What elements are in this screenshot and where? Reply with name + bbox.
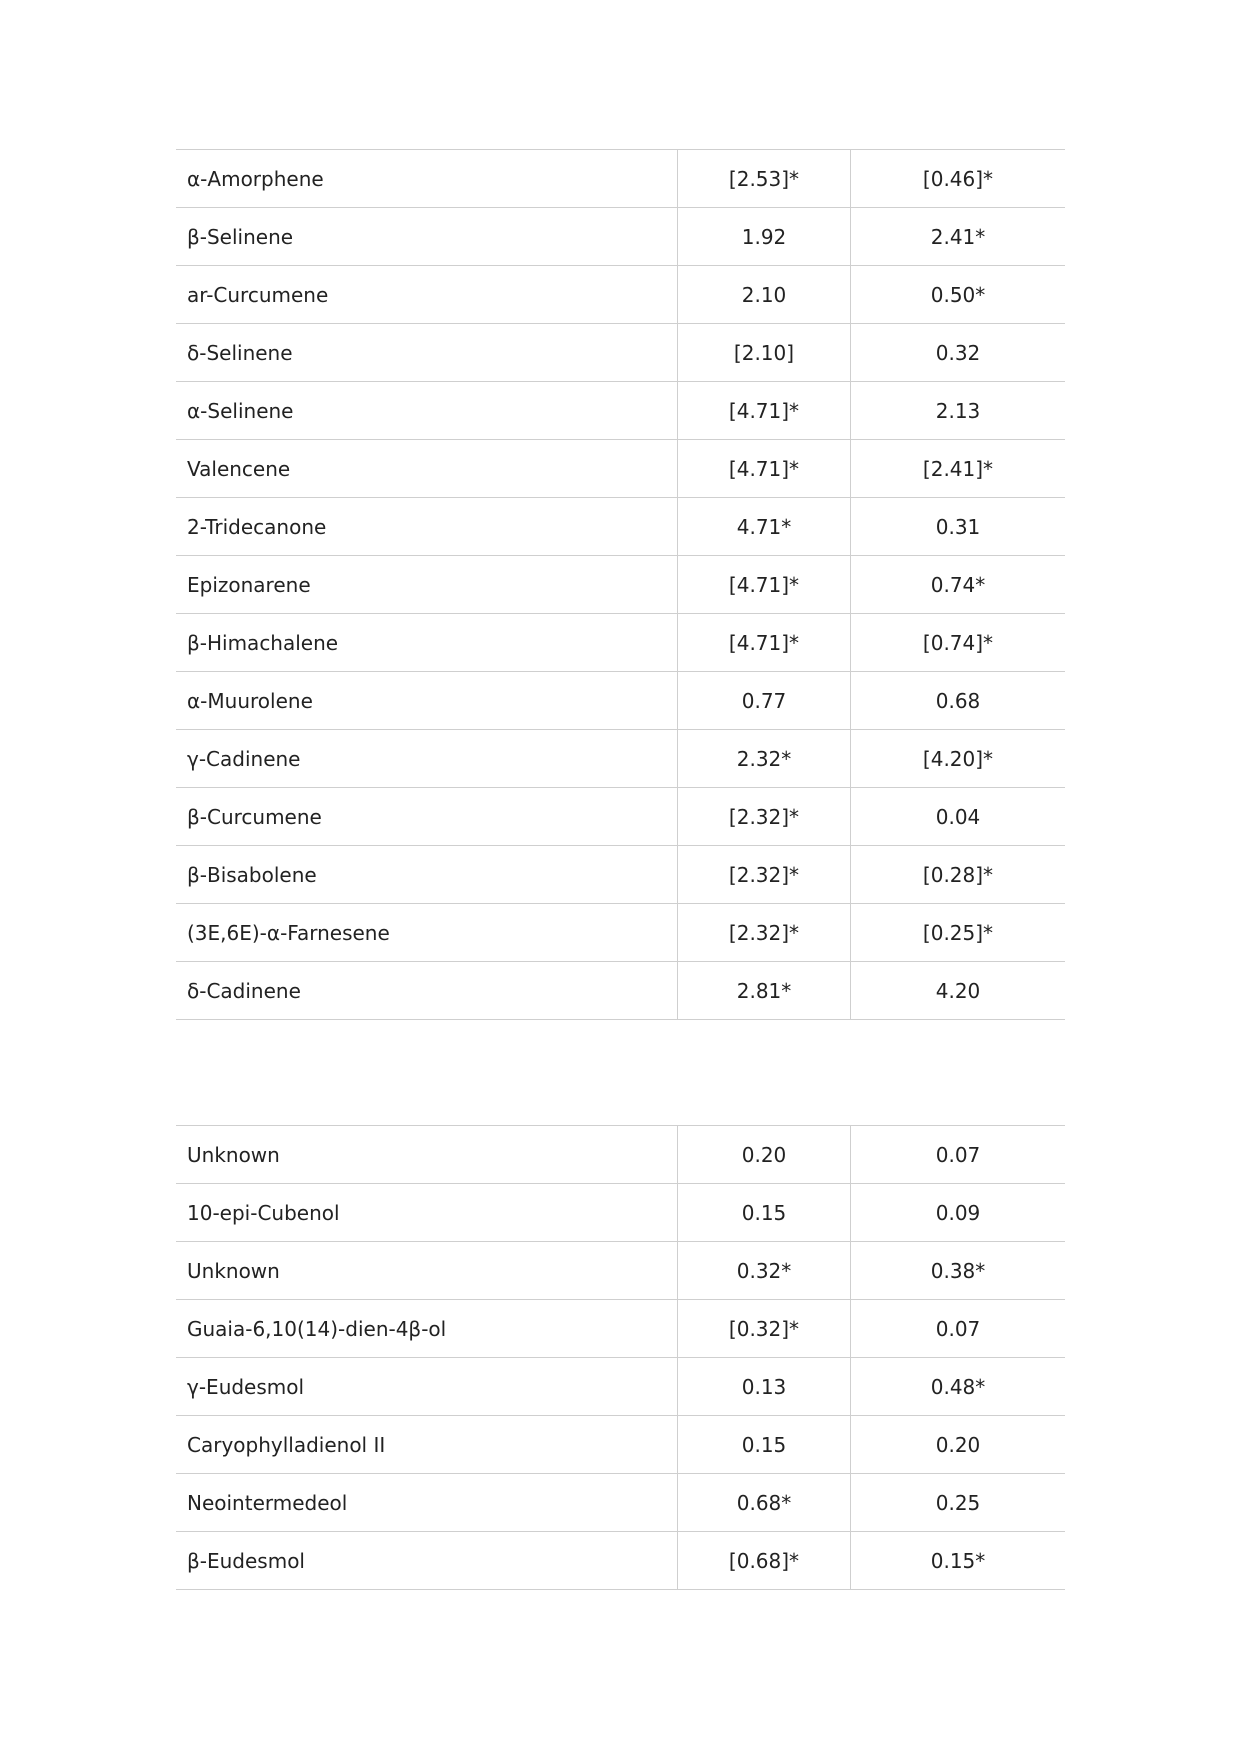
value-cell: 4.71* (677, 497, 851, 556)
table-row: γ-Eudesmol 0.13 0.48* (176, 1357, 1065, 1416)
table-row: δ-Selinene [2.10] 0.32 (176, 323, 1065, 382)
table-row: β-Selinene 1.92 2.41* (176, 207, 1065, 266)
value-cell: [4.20]* (850, 729, 1065, 788)
value-cell: [0.25]* (850, 903, 1065, 962)
value-cell: 0.32* (677, 1241, 851, 1300)
value-cell: [4.71]* (677, 613, 851, 672)
table-row: (3E,6E)-α-Farnesene [2.32]* [0.25]* (176, 903, 1065, 962)
compound-name: γ-Eudesmol (176, 1357, 678, 1416)
value-cell: 0.13 (677, 1357, 851, 1416)
compound-name: β-Curcumene (176, 787, 678, 846)
value-cell: 2.41* (850, 207, 1065, 266)
compound-name: α-Selinene (176, 381, 678, 440)
value-cell: 0.07 (850, 1299, 1065, 1358)
value-cell: [2.41]* (850, 439, 1065, 498)
value-cell: [0.68]* (677, 1531, 851, 1590)
table-row: Caryophylladienol II 0.15 0.20 (176, 1415, 1065, 1474)
value-cell: [4.71]* (677, 439, 851, 498)
compound-name: Neointermedeol (176, 1473, 678, 1532)
compound-name: Unknown (176, 1241, 678, 1300)
table-row: 2-Tridecanone 4.71* 0.31 (176, 497, 1065, 556)
value-cell: 0.77 (677, 671, 851, 730)
table-row: Guaia-6,10(14)-dien-4β-ol [0.32]* 0.07 (176, 1299, 1065, 1358)
compound-name: β-Himachalene (176, 613, 678, 672)
value-cell: [0.74]* (850, 613, 1065, 672)
table-row: β-Curcumene [2.32]* 0.04 (176, 787, 1065, 846)
table-row: Unknown 0.20 0.07 (176, 1125, 1065, 1184)
value-cell: [2.10] (677, 323, 851, 382)
compound-name: 10-epi-Cubenol (176, 1183, 678, 1242)
value-cell: 0.20 (850, 1415, 1065, 1474)
compound-name: Caryophylladienol II (176, 1415, 678, 1474)
table-row: α-Muurolene 0.77 0.68 (176, 671, 1065, 730)
value-cell: [0.46]* (850, 149, 1065, 208)
value-cell: 0.15 (677, 1415, 851, 1474)
compound-table-1: α-Amorphene [2.53]* [0.46]* β-Selinene 1.92 2… (176, 149, 1065, 1020)
compound-name: Unknown (176, 1125, 678, 1184)
value-cell: 0.15* (850, 1531, 1065, 1590)
compound-name: ar-Curcumene (176, 265, 678, 324)
value-cell: 0.20 (677, 1125, 851, 1184)
value-cell: 2.81* (677, 961, 851, 1020)
value-cell: [4.71]* (677, 381, 851, 440)
compound-name: δ-Selinene (176, 323, 678, 382)
compound-name: α-Amorphene (176, 149, 678, 208)
value-cell: 4.20 (850, 961, 1065, 1020)
table-row: γ-Cadinene 2.32* [4.20]* (176, 729, 1065, 788)
table-row: β-Eudesmol [0.68]* 0.15* (176, 1531, 1065, 1590)
table-row: 10-epi-Cubenol 0.15 0.09 (176, 1183, 1065, 1242)
value-cell: 0.48* (850, 1357, 1065, 1416)
compound-name: Epizonarene (176, 555, 678, 614)
table-row: Valencene [4.71]* [2.41]* (176, 439, 1065, 498)
value-cell: [2.32]* (677, 845, 851, 904)
compound-name: γ-Cadinene (176, 729, 678, 788)
value-cell: 0.15 (677, 1183, 851, 1242)
compound-name: β-Eudesmol (176, 1531, 678, 1590)
value-cell: 0.50* (850, 265, 1065, 324)
value-cell: 0.68* (677, 1473, 851, 1532)
value-cell: 2.13 (850, 381, 1065, 440)
compound-table-2: Unknown 0.20 0.07 10-epi-Cubenol 0.15 0.09 Unk… (176, 1125, 1065, 1590)
value-cell: 0.38* (850, 1241, 1065, 1300)
value-cell: [2.32]* (677, 787, 851, 846)
value-cell: 0.07 (850, 1125, 1065, 1184)
table-row: δ-Cadinene 2.81* 4.20 (176, 961, 1065, 1020)
compound-name: δ-Cadinene (176, 961, 678, 1020)
table-row: Neointermedeol 0.68* 0.25 (176, 1473, 1065, 1532)
value-cell: 2.10 (677, 265, 851, 324)
value-cell: 0.31 (850, 497, 1065, 556)
value-cell: [4.71]* (677, 555, 851, 614)
table-row: Unknown 0.32* 0.38* (176, 1241, 1065, 1300)
value-cell: 0.74* (850, 555, 1065, 614)
compound-name: Valencene (176, 439, 678, 498)
value-cell: 0.68 (850, 671, 1065, 730)
table-row: α-Selinene [4.71]* 2.13 (176, 381, 1065, 440)
compound-name: β-Selinene (176, 207, 678, 266)
compound-name: (3E,6E)-α-Farnesene (176, 903, 678, 962)
table-row: β-Bisabolene [2.32]* [0.28]* (176, 845, 1065, 904)
table-row: ar-Curcumene 2.10 0.50* (176, 265, 1065, 324)
value-cell: [2.32]* (677, 903, 851, 962)
compound-name: Guaia-6,10(14)-dien-4β-ol (176, 1299, 678, 1358)
value-cell: [0.32]* (677, 1299, 851, 1358)
compound-name: 2-Tridecanone (176, 497, 678, 556)
value-cell: [0.28]* (850, 845, 1065, 904)
compound-name: β-Bisabolene (176, 845, 678, 904)
value-cell: 2.32* (677, 729, 851, 788)
compound-name: α-Muurolene (176, 671, 678, 730)
table-row: β-Himachalene [4.71]* [0.74]* (176, 613, 1065, 672)
value-cell: 0.32 (850, 323, 1065, 382)
value-cell: 0.04 (850, 787, 1065, 846)
value-cell: 0.09 (850, 1183, 1065, 1242)
table-row: Epizonarene [4.71]* 0.74* (176, 555, 1065, 614)
value-cell: [2.53]* (677, 149, 851, 208)
value-cell: 1.92 (677, 207, 851, 266)
table-row: α-Amorphene [2.53]* [0.46]* (176, 149, 1065, 208)
value-cell: 0.25 (850, 1473, 1065, 1532)
